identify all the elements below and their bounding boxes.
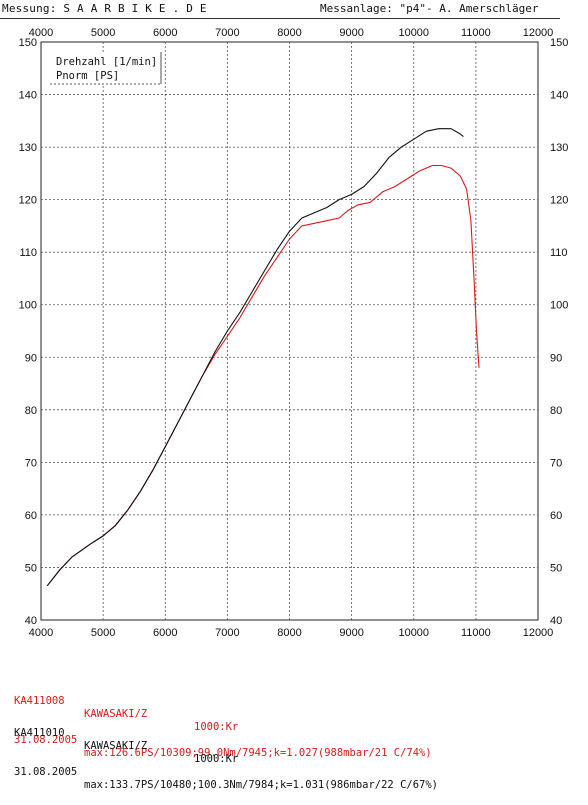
x-tick-label-bottom: 9000 <box>339 627 363 639</box>
run-info-2: KA411010 KAWASAKI/Z 1000:Kr 31.08.2005 … <box>14 688 39 779</box>
x-tick-label-top: 8000 <box>277 27 301 39</box>
y-tick-label-left: 40 <box>25 615 37 627</box>
run-extra: 1000:Kr <box>194 753 238 766</box>
run-bike: KAWASAKI/Z <box>84 740 147 753</box>
x-tick-label-bottom: 8000 <box>277 627 301 639</box>
y-tick-label-right: 150 <box>550 37 568 49</box>
x-tick-label-top: 12000 <box>523 27 554 39</box>
run-bike: KAWASAKI/Z <box>84 708 147 721</box>
legend-box-label: Pnorm [PS] <box>56 70 119 82</box>
x-tick-label-bottom: 6000 <box>153 627 177 639</box>
y-tick-label-left: 150 <box>19 37 37 49</box>
y-tick-label-left: 110 <box>19 247 37 259</box>
x-tick-label-top: 10000 <box>398 27 429 39</box>
y-tick-label-right: 40 <box>550 615 562 627</box>
y-tick-label-left: 80 <box>25 405 37 417</box>
y-tick-label-left: 140 <box>19 90 37 102</box>
y-tick-label-right: 90 <box>550 352 562 364</box>
y-tick-label-left: 120 <box>19 195 37 207</box>
legend-box-label: Drehzahl [1/min] <box>56 56 157 68</box>
x-tick-label-top: 5000 <box>91 27 115 39</box>
y-tick-label-right: 100 <box>550 300 568 312</box>
run-date: 31.08.2005 <box>14 766 77 779</box>
y-tick-label-right: 50 <box>550 562 562 574</box>
x-tick-label-top: 9000 <box>339 27 363 39</box>
run-id: KA411010 <box>14 727 65 740</box>
run-extra: 1000:Kr <box>194 721 238 734</box>
x-tick-label-bottom: 5000 <box>91 627 115 639</box>
y-tick-label-right: 60 <box>550 510 562 522</box>
y-tick-label-right: 110 <box>550 247 568 259</box>
series-line-ka411008 <box>47 166 479 586</box>
x-tick-label-bottom: 12000 <box>523 627 554 639</box>
run-details: max:133.7PS/10480;100.3Nm/7984;k=1.031(9… <box>84 779 438 792</box>
x-tick-label-bottom: 7000 <box>215 627 239 639</box>
y-tick-label-left: 90 <box>25 352 37 364</box>
y-tick-label-right: 140 <box>550 90 568 102</box>
x-tick-label-bottom: 4000 <box>29 627 53 639</box>
x-tick-label-bottom: 10000 <box>398 627 429 639</box>
x-tick-label-top: 11000 <box>461 27 491 39</box>
y-tick-label-right: 70 <box>550 457 562 469</box>
y-tick-label-left: 50 <box>25 562 37 574</box>
x-tick-label-top: 7000 <box>215 27 239 39</box>
y-tick-label-right: 130 <box>550 142 568 154</box>
x-tick-label-bottom: 11000 <box>461 627 491 639</box>
y-tick-label-left: 100 <box>19 300 37 312</box>
power-chart: 4000400050005000600060007000700080008000… <box>0 0 588 716</box>
x-tick-label-top: 6000 <box>153 27 177 39</box>
y-tick-label-left: 60 <box>25 510 37 522</box>
y-tick-label-left: 70 <box>25 457 37 469</box>
y-tick-label-right: 80 <box>550 405 562 417</box>
y-tick-label-left: 130 <box>19 142 37 154</box>
y-tick-label-right: 120 <box>550 195 568 207</box>
